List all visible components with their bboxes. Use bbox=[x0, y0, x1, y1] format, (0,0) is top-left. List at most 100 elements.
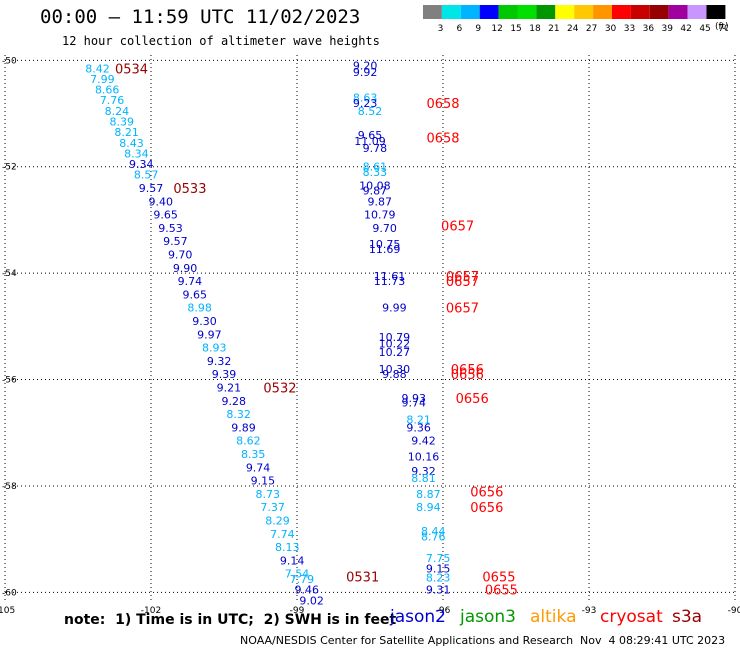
swh-value: 9.57 bbox=[163, 235, 188, 248]
swh-value: 8.42 bbox=[85, 62, 110, 75]
swh-value: 8.29 bbox=[265, 515, 290, 528]
x-tick-label: -96 bbox=[436, 606, 451, 616]
swh-value: 9.65 bbox=[183, 288, 208, 301]
swh-value: 8.33 bbox=[363, 166, 388, 179]
swh-value: 11.69 bbox=[369, 243, 401, 256]
swh-value: 10.08 bbox=[359, 179, 391, 192]
swh-value: 9.92 bbox=[353, 66, 378, 79]
swh-value: 8.44 bbox=[421, 525, 446, 538]
colorbar-label: 36 bbox=[643, 24, 655, 34]
colorbar-swatch bbox=[668, 5, 688, 19]
x-tick-label: -90 bbox=[728, 606, 740, 616]
swh-value: 8.34 bbox=[124, 147, 149, 160]
swh-value: 8.93 bbox=[202, 342, 227, 355]
colorbar-label: 15 bbox=[510, 24, 521, 34]
pass-time-label: 0657 bbox=[446, 302, 479, 317]
swh-value: 9.53 bbox=[158, 222, 183, 235]
swh-value: 7.37 bbox=[260, 501, 285, 514]
swh-value: 10.75 bbox=[369, 238, 401, 251]
colorbar-label: 3 bbox=[438, 24, 444, 34]
colorbar-swatch bbox=[536, 5, 556, 19]
swh-value: 9.87 bbox=[367, 195, 392, 208]
swh-value: 8.21 bbox=[114, 126, 139, 139]
pass-time-label: 0532 bbox=[263, 382, 296, 397]
swh-value: 7.75 bbox=[426, 552, 451, 565]
swh-value: 8.98 bbox=[187, 302, 212, 315]
swh-value: 7.79 bbox=[290, 573, 315, 586]
pass-time-label: 0655 bbox=[482, 570, 515, 585]
swh-value: 11.73 bbox=[374, 275, 406, 288]
swh-value: 9.30 bbox=[192, 315, 217, 328]
colorbar-label: 21 bbox=[548, 24, 559, 34]
swh-value: 7.76 bbox=[100, 94, 125, 107]
y-tick-label: -54 bbox=[2, 269, 17, 279]
pass-time-label: 0656 bbox=[470, 485, 503, 500]
colorbar-swatch bbox=[649, 5, 669, 19]
colorbar-legend: 3 6 9 12 15 18 21 24 27 30 33 36 39 42 45 70 bbox=[423, 5, 728, 34]
swh-value: 9.78 bbox=[363, 142, 388, 155]
swh-value: 10.79 bbox=[364, 209, 396, 222]
footer-note: note: 1) Time is in UTC; 2) SWH is in fe… bbox=[64, 612, 397, 628]
pass-time-label: 0657 bbox=[441, 219, 474, 234]
mission-jason2: jason2 bbox=[390, 607, 446, 627]
swh-value: 8.63 bbox=[353, 92, 378, 105]
swh-value: 8.35 bbox=[241, 448, 266, 461]
colorbar-swatch bbox=[498, 5, 518, 19]
swh-value: 9.28 bbox=[221, 395, 246, 408]
generation-timestamp: Nov 4 08:29:41 UTC 2023 bbox=[580, 634, 726, 647]
pass-time-label: 0656 bbox=[456, 392, 489, 407]
colorbar-label: 42 bbox=[680, 24, 691, 34]
swh-value: 9.42 bbox=[411, 435, 436, 448]
swh-value: 8.61 bbox=[363, 161, 388, 174]
swh-value: 9.90 bbox=[173, 262, 198, 275]
swh-value: 9.14 bbox=[280, 554, 305, 567]
swh-value: 9.32 bbox=[411, 465, 436, 478]
swh-value: 9.97 bbox=[197, 328, 222, 341]
swh-value: 9.31 bbox=[426, 584, 451, 597]
swh-value: 7.99 bbox=[90, 73, 115, 86]
swh-value: 9.20 bbox=[353, 60, 378, 73]
y-tick-label: -56 bbox=[2, 376, 17, 386]
x-tick-label: -99 bbox=[290, 606, 305, 616]
colorbar-swatch bbox=[612, 5, 631, 19]
pass-time-label: 0655 bbox=[485, 584, 518, 599]
colorbar-swatch bbox=[441, 5, 461, 19]
swh-value: 9.70 bbox=[168, 249, 193, 262]
colorbar-label: 39 bbox=[662, 24, 674, 34]
chart-subtitle: 12 hour collection of altimeter wave hei… bbox=[62, 34, 380, 48]
mission-altika: altika bbox=[530, 607, 577, 627]
swh-value: 9.36 bbox=[406, 421, 431, 434]
swh-value: 8.52 bbox=[358, 105, 383, 118]
y-tick-label: -50 bbox=[2, 56, 17, 66]
colorbar-swatch bbox=[479, 5, 499, 19]
swh-value: 9.40 bbox=[148, 195, 173, 208]
swh-value: 9.99 bbox=[382, 302, 407, 315]
colorbar-swatch bbox=[706, 5, 726, 19]
swh-value: 8.21 bbox=[406, 413, 431, 426]
x-tick-label: -105 bbox=[0, 606, 15, 616]
pass-time-label: 0656 bbox=[451, 363, 484, 378]
swh-value: 8.73 bbox=[256, 488, 281, 501]
colorbar-swatch bbox=[574, 5, 594, 19]
swh-value: 9.23 bbox=[353, 97, 378, 110]
swh-value: 9.93 bbox=[402, 392, 427, 405]
colorbar-label: 12 bbox=[491, 24, 502, 34]
swh-value: 8.13 bbox=[275, 541, 300, 554]
pass-time-label: 0534 bbox=[115, 62, 148, 77]
swh-value: 8.43 bbox=[119, 137, 144, 150]
swh-value: 9.88 bbox=[382, 368, 407, 381]
colorbar-swatch bbox=[517, 5, 537, 19]
colorbar-swatch bbox=[555, 5, 575, 19]
swh-value: 8.62 bbox=[236, 435, 261, 448]
swh-value: 9.74 bbox=[246, 461, 271, 474]
y-tick-label: -52 bbox=[2, 163, 17, 173]
swh-value: 8.76 bbox=[421, 530, 446, 543]
swh-value: 8.87 bbox=[416, 488, 441, 501]
swh-value: 9.32 bbox=[207, 355, 232, 368]
swh-value: 8.24 bbox=[105, 105, 130, 118]
swh-value: 9.46 bbox=[294, 584, 319, 597]
pass-time-label: 0657 bbox=[446, 270, 479, 285]
swh-value: 9.34 bbox=[129, 158, 154, 171]
colorbar-label: 27 bbox=[586, 24, 597, 34]
swh-value: 9.70 bbox=[372, 222, 397, 235]
